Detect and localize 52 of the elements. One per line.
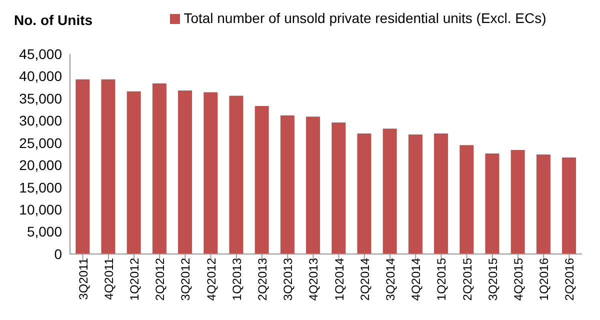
y-tick-label: 5,000 [26,224,62,240]
bar [126,91,141,254]
x-tick-label: 2Q2015 [460,258,474,301]
legend-label: Total number of unsold private residential units (Excl. ECs) [184,10,546,26]
x-tick-label: 1Q2015 [434,258,449,301]
bar [408,134,422,254]
bar [204,92,218,254]
bar [510,150,525,254]
bar [485,154,500,254]
x-tick-label: 2Q2012 [153,258,168,301]
bar [460,145,474,254]
x-tick-label: 1Q2013 [230,258,244,301]
x-tick-label: 2Q2014 [358,258,372,301]
bar [280,115,294,254]
bar [229,96,244,254]
y-axis-title: No. of Units [14,12,93,28]
x-tick-label: 3Q2014 [384,258,398,301]
bar [332,122,346,254]
x-tick-label: 4Q2015 [512,258,526,301]
x-tick-label: 4Q2012 [204,258,218,301]
y-tick-label: 25,000 [19,134,62,151]
bar [562,158,576,254]
y-tick-label: 15,000 [19,179,62,196]
bar [152,83,166,254]
x-tick-label: 2Q2013 [256,258,270,301]
bar [306,116,320,254]
x-tick-label: 3Q2011 [76,258,90,300]
y-tick-label: 45,000 [19,46,62,62]
y-tick-label: 30,000 [19,112,62,129]
bar [178,90,192,254]
x-tick-label: 1Q2016 [537,258,552,301]
bar [101,79,116,254]
y-tick-label: 0 [54,246,62,262]
x-tick-label: 4Q2011 [102,258,116,300]
bar [254,106,269,254]
x-tick-label: 3Q2013 [281,258,296,301]
x-tick-label: 1Q2012 [128,258,142,301]
x-tick-label: 3Q2015 [486,258,500,301]
bar [434,134,448,254]
y-tick-label: 35,000 [19,90,62,106]
y-tick-label: 20,000 [19,157,62,174]
bar [357,134,372,254]
bar [76,79,90,254]
x-tick-label: 3Q2012 [178,258,193,301]
x-tick-label: 1Q2014 [332,258,346,301]
x-tick-label: 2Q2016 [562,258,577,301]
y-tick-label: 10,000 [19,202,62,218]
x-tick-label: 4Q2013 [306,258,321,301]
x-tick-label: 4Q2014 [409,258,424,301]
y-tick-label: 40,000 [19,68,62,84]
bar [536,154,550,254]
bar [382,128,397,254]
